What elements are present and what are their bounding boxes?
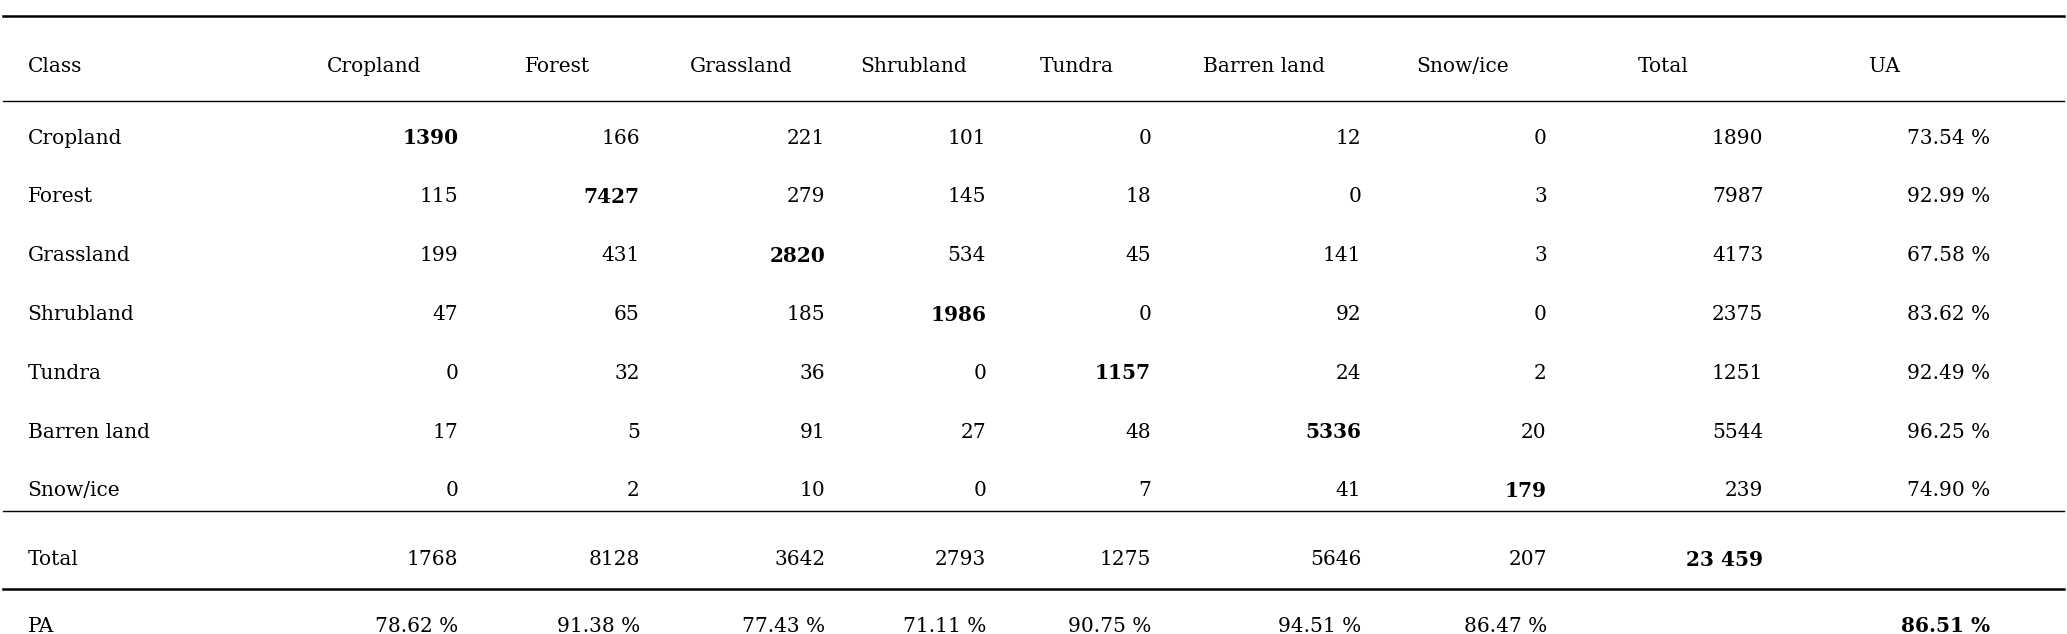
- Text: Total: Total: [27, 550, 79, 569]
- Text: 86.51 %: 86.51 %: [1902, 616, 1991, 634]
- Text: 1251: 1251: [1711, 364, 1763, 383]
- Text: Barren land: Barren land: [27, 422, 149, 441]
- Text: Grassland: Grassland: [690, 57, 792, 76]
- Text: 92.49 %: 92.49 %: [1908, 364, 1991, 383]
- Text: 71.11 %: 71.11 %: [903, 617, 986, 634]
- Text: Snow/ice: Snow/ice: [27, 481, 120, 500]
- Text: 185: 185: [788, 305, 825, 324]
- Text: Cropland: Cropland: [327, 57, 422, 76]
- Text: 45: 45: [1124, 246, 1151, 265]
- Text: 0: 0: [446, 364, 459, 383]
- Text: 47: 47: [432, 305, 459, 324]
- Text: UA: UA: [1869, 57, 1900, 76]
- Text: 7427: 7427: [583, 187, 641, 207]
- Text: 1890: 1890: [1711, 129, 1763, 148]
- Text: 96.25 %: 96.25 %: [1906, 422, 1991, 441]
- Text: 5: 5: [626, 422, 641, 441]
- Text: Barren land: Barren land: [1203, 57, 1325, 76]
- Text: 36: 36: [800, 364, 825, 383]
- Text: 1390: 1390: [403, 128, 459, 148]
- Text: 199: 199: [420, 246, 459, 265]
- Text: 115: 115: [420, 188, 459, 207]
- Text: Tundra: Tundra: [27, 364, 101, 383]
- Text: 3642: 3642: [775, 550, 825, 569]
- Text: 12: 12: [1335, 129, 1362, 148]
- Text: 279: 279: [788, 188, 825, 207]
- Text: PA: PA: [27, 617, 54, 634]
- Text: 32: 32: [614, 364, 641, 383]
- Text: Class: Class: [27, 57, 83, 76]
- Text: 179: 179: [1505, 481, 1546, 501]
- Text: 0: 0: [1139, 129, 1151, 148]
- Text: 2: 2: [626, 481, 641, 500]
- Text: 92.99 %: 92.99 %: [1906, 188, 1991, 207]
- Text: 20: 20: [1521, 422, 1546, 441]
- Text: 4173: 4173: [1711, 246, 1763, 265]
- Text: 7: 7: [1139, 481, 1151, 500]
- Text: 101: 101: [947, 129, 986, 148]
- Text: 86.47 %: 86.47 %: [1463, 617, 1546, 634]
- Text: 48: 48: [1124, 422, 1151, 441]
- Text: 67.58 %: 67.58 %: [1906, 246, 1991, 265]
- Text: Total: Total: [1637, 57, 1689, 76]
- Text: 90.75 %: 90.75 %: [1069, 617, 1151, 634]
- Text: 5336: 5336: [1304, 422, 1362, 442]
- Text: 0: 0: [974, 481, 986, 500]
- Text: 141: 141: [1323, 246, 1362, 265]
- Text: 5544: 5544: [1711, 422, 1763, 441]
- Text: Shrubland: Shrubland: [860, 57, 967, 76]
- Text: 431: 431: [601, 246, 641, 265]
- Text: 92: 92: [1335, 305, 1362, 324]
- Text: 3: 3: [1534, 246, 1546, 265]
- Text: 91.38 %: 91.38 %: [556, 617, 641, 634]
- Text: Snow/ice: Snow/ice: [1416, 57, 1509, 76]
- Text: 24: 24: [1335, 364, 1362, 383]
- Text: 77.43 %: 77.43 %: [742, 617, 825, 634]
- Text: 145: 145: [947, 188, 986, 207]
- Text: 2820: 2820: [769, 246, 825, 266]
- Text: 0: 0: [1139, 305, 1151, 324]
- Text: 7987: 7987: [1711, 188, 1763, 207]
- Text: 1157: 1157: [1096, 363, 1151, 384]
- Text: 239: 239: [1724, 481, 1763, 500]
- Text: 23 459: 23 459: [1687, 550, 1763, 570]
- Text: 207: 207: [1509, 550, 1546, 569]
- Text: 74.90 %: 74.90 %: [1906, 481, 1991, 500]
- Text: Grassland: Grassland: [27, 246, 130, 265]
- Text: 73.54 %: 73.54 %: [1908, 129, 1991, 148]
- Text: 65: 65: [614, 305, 641, 324]
- Text: 5646: 5646: [1310, 550, 1362, 569]
- Text: 0: 0: [1348, 188, 1362, 207]
- Text: 18: 18: [1124, 188, 1151, 207]
- Text: 27: 27: [961, 422, 986, 441]
- Text: 2375: 2375: [1711, 305, 1763, 324]
- Text: 1275: 1275: [1100, 550, 1151, 569]
- Text: 1986: 1986: [930, 304, 986, 325]
- Text: 221: 221: [788, 129, 825, 148]
- Text: 78.62 %: 78.62 %: [374, 617, 459, 634]
- Text: 0: 0: [1534, 129, 1546, 148]
- Text: Shrubland: Shrubland: [27, 305, 134, 324]
- Text: 2793: 2793: [934, 550, 986, 569]
- Text: 0: 0: [974, 364, 986, 383]
- Text: 1768: 1768: [407, 550, 459, 569]
- Text: Forest: Forest: [525, 57, 589, 76]
- Text: 83.62 %: 83.62 %: [1908, 305, 1991, 324]
- Text: 2: 2: [1534, 364, 1546, 383]
- Text: Forest: Forest: [27, 188, 93, 207]
- Text: Tundra: Tundra: [1040, 57, 1114, 76]
- Text: 41: 41: [1335, 481, 1362, 500]
- Text: 0: 0: [446, 481, 459, 500]
- Text: 0: 0: [1534, 305, 1546, 324]
- Text: 17: 17: [432, 422, 459, 441]
- Text: 534: 534: [947, 246, 986, 265]
- Text: 10: 10: [800, 481, 825, 500]
- Text: 91: 91: [800, 422, 825, 441]
- Text: 94.51 %: 94.51 %: [1277, 617, 1362, 634]
- Text: 166: 166: [601, 129, 641, 148]
- Text: 3: 3: [1534, 188, 1546, 207]
- Text: Cropland: Cropland: [27, 129, 122, 148]
- Text: 8128: 8128: [589, 550, 641, 569]
